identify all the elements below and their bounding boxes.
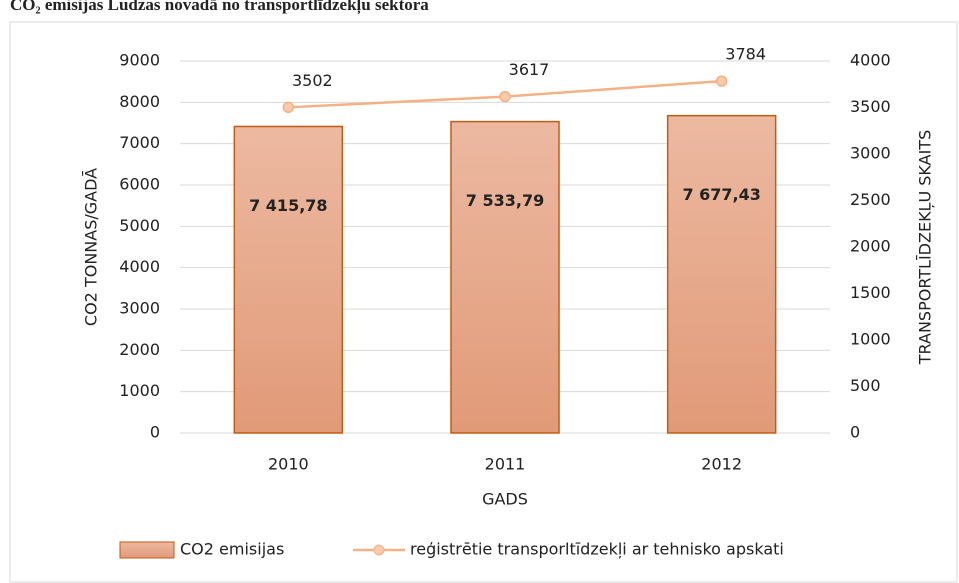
legend-label: CO2 emisijas [180,540,284,559]
y2-tick-label: 3500 [850,97,891,116]
y2-tick-label: 0 [850,423,860,442]
bar [666,114,777,434]
line-marker [499,90,511,103]
legend-swatch-marker [373,544,385,556]
line-marker [282,101,295,114]
y2-tick-label: 500 [850,376,881,395]
y2-tick-label: 2500 [850,190,891,209]
y-axis-label: CO2 TONNAS/GADĀ [82,168,101,326]
y-tick-label: 4000 [119,257,160,276]
y-tick-label: 2000 [119,340,160,359]
line-value-label: 3617 [509,60,550,79]
y-tick-label: 1000 [119,381,160,400]
bar [450,120,560,434]
x-tick-label: 2011 [485,455,526,474]
y-tick-label: 9000 [119,51,160,70]
x-tick-label: 2012 [701,455,742,474]
y-tick-label: 8000 [119,92,160,111]
line-marker [715,75,728,87]
chart-title: CO₂ emisijas Ludzas novadā no transportl… [10,0,429,15]
x-tick-label: 2010 [268,455,309,474]
line-value-label: 3502 [292,71,333,90]
bar-value-label: 7 677,43 [682,185,760,204]
y2-tick-label: 2000 [850,237,891,256]
y-tick-label: 7000 [119,133,160,152]
bar [233,125,344,434]
legend-swatch-bar [119,541,175,559]
y-tick-label: 6000 [119,175,160,194]
y2-tick-label: 3000 [850,144,891,163]
bar-value-label: 7 533,79 [466,191,544,210]
y-tick-label: 5000 [119,216,160,235]
legend-label: reģistrētie transporltīdzekļi ar tehnisk… [410,540,784,559]
y2-tick-label: 1500 [850,283,891,302]
y-tick-label: 0 [150,423,160,442]
y2-tick-label: 4000 [850,51,891,70]
y2-tick-label: 1000 [850,330,891,349]
bar-value-label: 7 415,78 [249,196,327,215]
x-axis-label: GADS [482,490,528,509]
line-value-label: 3784 [725,45,766,64]
y-tick-label: 3000 [119,299,160,318]
y2-axis-label: TRANSPORTLĪDZEKĻU SKAITS [916,130,935,365]
